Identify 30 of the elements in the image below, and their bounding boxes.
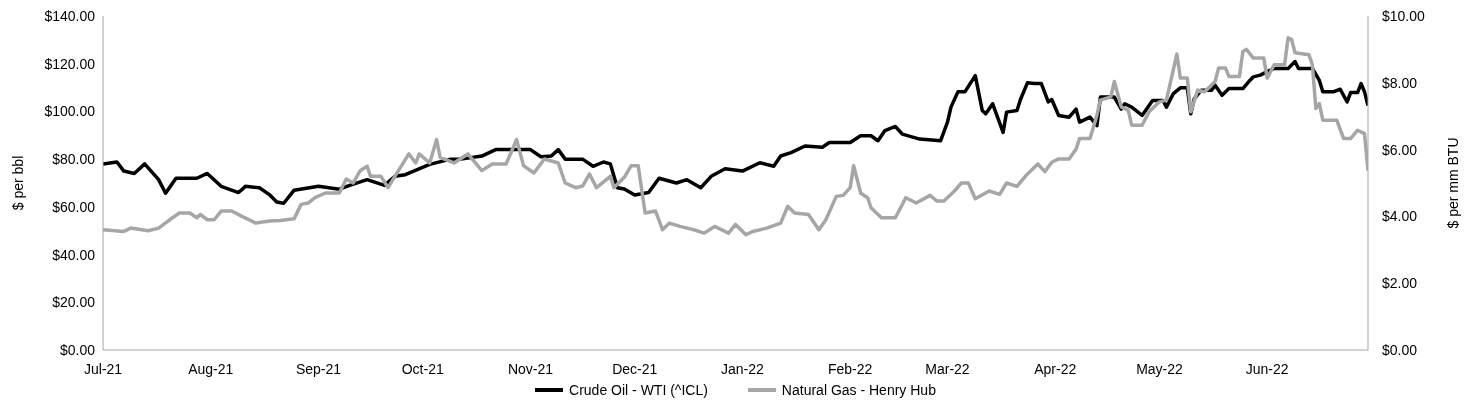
y2-tick-label: $4.00 — [1382, 208, 1418, 225]
legend-label: Natural Gas - Henry Hub — [781, 382, 936, 398]
y-tick-label: $60.00 — [52, 198, 96, 215]
x-tick-label: Nov-21 — [507, 360, 554, 377]
y2-tick-label: $0.00 — [1382, 341, 1418, 358]
y2-tick-label: $2.00 — [1382, 275, 1418, 292]
y2-tick-label: $10.00 — [1382, 7, 1426, 24]
y-tick-label: $100.00 — [44, 103, 96, 120]
y-tick-label: $0.00 — [59, 341, 96, 358]
x-tick-label: Mar-22 — [925, 360, 970, 377]
y-tick-label: $20.00 — [52, 294, 96, 311]
legend-label: Crude Oil - WTI (^ICL) — [569, 382, 708, 398]
y-tick-label: $80.00 — [52, 151, 96, 168]
y-tick-label: $140.00 — [44, 7, 96, 24]
x-tick-label: Dec-21 — [612, 360, 658, 377]
x-tick-label: May-22 — [1136, 360, 1184, 377]
x-tick-label: Feb-22 — [828, 360, 873, 377]
x-tick-label: Jul-21 — [83, 360, 123, 377]
x-tick-label: Jun-22 — [1245, 360, 1289, 377]
x-tick-label: Apr-22 — [1034, 360, 1077, 377]
x-tick-label: Sep-21 — [295, 360, 342, 377]
y2-axis-title: $ per mm BTU — [1444, 137, 1461, 229]
y-axis-title: $ per bbl — [9, 155, 26, 211]
x-tick-label: Oct-21 — [401, 360, 444, 377]
x-tick-label: Aug-21 — [188, 360, 234, 377]
y-tick-label: $40.00 — [52, 246, 96, 263]
y2-tick-label: $6.00 — [1382, 141, 1418, 158]
y2-tick-label: $8.00 — [1382, 74, 1418, 91]
y-tick-label: $120.00 — [44, 55, 96, 72]
x-tick-label: Jan-22 — [721, 360, 765, 377]
